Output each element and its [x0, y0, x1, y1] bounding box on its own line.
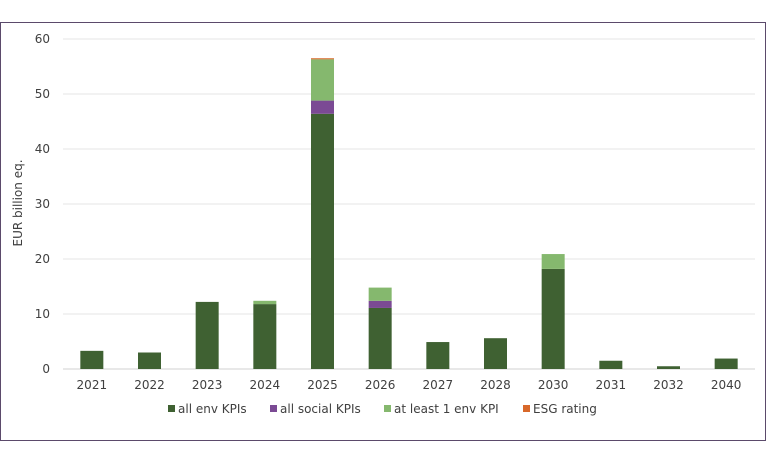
- legend-item: all social KPIs: [270, 402, 361, 416]
- x-tick-label: 2026: [365, 378, 396, 392]
- bar-segment-all-social-kpis: [311, 100, 334, 114]
- bar-segment-at-least-1-env-kpi: [253, 300, 277, 305]
- y-axis-label: EUR billion eq.: [11, 159, 25, 246]
- bar-segment-all-env-kpis: [368, 307, 392, 369]
- x-tick-label: 2023: [192, 378, 223, 392]
- x-tick-label: 2032: [653, 378, 684, 392]
- bar-segment-at-least-1-env-kpi: [541, 254, 565, 269]
- bar-segment-all-env-kpis: [80, 350, 104, 369]
- legend-label: all env KPIs: [178, 402, 247, 416]
- bar-segment-all-env-kpis: [714, 358, 738, 369]
- x-tick-label: 2025: [307, 378, 338, 392]
- x-tick-label: 2030: [538, 378, 569, 392]
- y-tick-label: 60: [35, 32, 50, 46]
- y-tick-label: 40: [35, 142, 50, 156]
- x-tick-label: 2024: [250, 378, 281, 392]
- bar-segment-all-env-kpis: [138, 352, 161, 369]
- legend-label: all social KPIs: [280, 402, 361, 416]
- bar-segment-all-env-kpis: [599, 360, 623, 369]
- y-tick-label: 50: [35, 87, 50, 101]
- chart-frame: [0, 22, 766, 441]
- bar-segment-all-env-kpis: [657, 366, 680, 369]
- gridlines: [63, 38, 755, 370]
- x-tick-label: 2027: [423, 378, 454, 392]
- bar-segment-all-env-kpis: [195, 301, 219, 369]
- legend-item: at least 1 env KPI: [384, 402, 499, 416]
- bar-segment-esg-rating: [311, 58, 334, 60]
- bar-segment-all-env-kpis: [311, 113, 334, 369]
- legend-label: ESG rating: [533, 402, 597, 416]
- legend-item: all env KPIs: [168, 402, 247, 416]
- bars: [80, 58, 738, 369]
- x-tick-label: 2021: [77, 378, 108, 392]
- legend-item: ESG rating: [523, 402, 597, 416]
- y-tick-label: 20: [35, 252, 50, 266]
- legend-swatch: [523, 405, 530, 412]
- y-tick-label: 30: [35, 197, 50, 211]
- x-tick-label: 2028: [480, 378, 511, 392]
- bar-segment-at-least-1-env-kpi: [311, 59, 334, 101]
- y-tick-label: 0: [42, 362, 50, 376]
- bar-segment-all-env-kpis: [426, 342, 450, 369]
- bar-segment-at-least-1-env-kpi: [368, 287, 392, 301]
- legend-swatch: [270, 405, 277, 412]
- y-axis-ticks: 0 10 20 30 40 50 60: [35, 32, 50, 376]
- x-tick-label: 2040: [711, 378, 742, 392]
- x-tick-label: 2031: [596, 378, 627, 392]
- x-axis-ticks: 2021 2022 2023 2024 2025 2026 2027 2028 2030 2031…: [77, 378, 742, 392]
- x-tick-label: 2022: [134, 378, 165, 392]
- bar-segment-all-social-kpis: [368, 300, 392, 308]
- legend-swatch: [168, 405, 175, 412]
- bar-segment-all-env-kpis: [253, 304, 277, 369]
- bar-segment-all-env-kpis: [484, 338, 507, 369]
- bar-segment-all-env-kpis: [541, 268, 565, 369]
- legend-swatch: [384, 405, 391, 412]
- y-tick-label: 10: [35, 307, 50, 321]
- legend: all env KPIs all social KPIs at least 1 en…: [168, 402, 597, 416]
- legend-label: at least 1 env KPI: [394, 402, 499, 416]
